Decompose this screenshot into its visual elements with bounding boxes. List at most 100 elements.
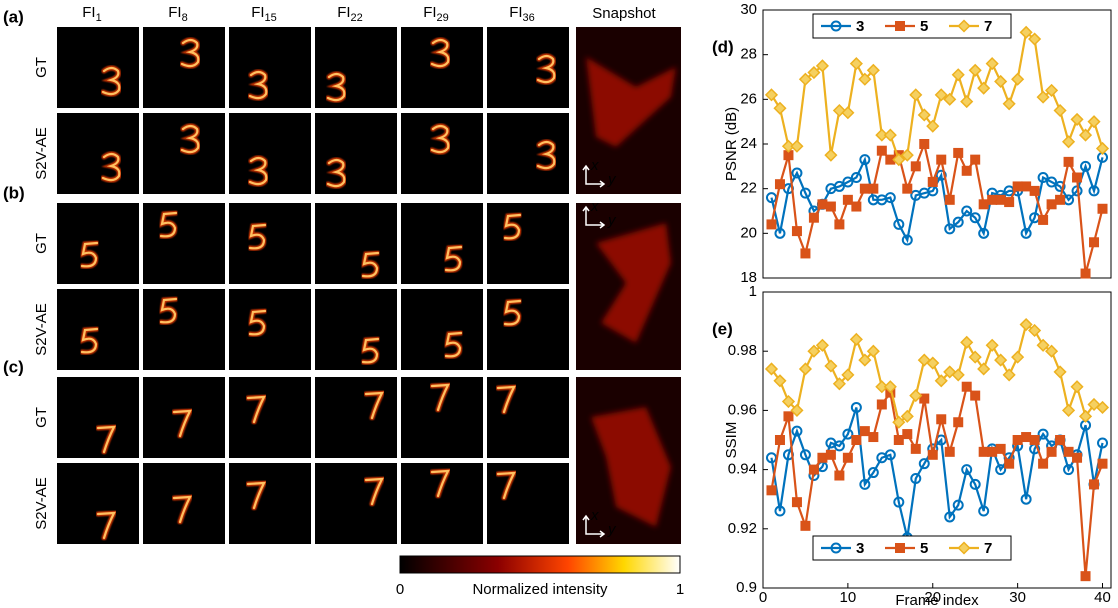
marker [935, 169, 947, 181]
marker [766, 485, 777, 496]
x-tick-label: 0 [759, 589, 767, 606]
marker [1046, 176, 1058, 188]
column-header-sub: 29 [437, 12, 449, 24]
marker [790, 403, 804, 417]
marker [978, 505, 990, 517]
marker [902, 429, 913, 440]
marker [883, 128, 897, 142]
frame-image [401, 377, 483, 458]
marker [1037, 428, 1049, 440]
marker [875, 380, 889, 394]
digit [248, 309, 267, 336]
digit [180, 124, 200, 154]
marker [849, 57, 863, 71]
marker [834, 219, 845, 230]
marker [1097, 458, 1108, 469]
y-tick-label: 24 [740, 135, 757, 152]
series-line [770, 322, 1103, 425]
row-label: GT [33, 57, 50, 78]
y-tick-label: 0.94 [728, 461, 757, 478]
axis-y-label: y [607, 212, 617, 229]
marker [970, 390, 981, 401]
frame-image [229, 463, 311, 544]
marker [1012, 181, 1023, 192]
marker [1020, 493, 1032, 505]
marker [892, 153, 906, 167]
frame-image [57, 113, 139, 194]
marker [1020, 227, 1032, 239]
marker [985, 338, 999, 352]
marker [1046, 446, 1057, 457]
frame-image [143, 27, 225, 108]
row-label: S2V-AE [33, 127, 50, 180]
marker [1038, 214, 1049, 225]
column-header-base: FI [423, 4, 436, 21]
marker [969, 478, 981, 490]
marker [1021, 432, 1032, 443]
marker [919, 393, 930, 404]
marker [824, 359, 838, 373]
marker [953, 417, 964, 428]
digit [536, 54, 556, 84]
panel-label: (a) [3, 7, 24, 26]
digit [248, 223, 267, 250]
x-tick-label: 10 [840, 589, 857, 606]
marker [909, 389, 923, 403]
marker [765, 192, 777, 204]
marker [791, 425, 803, 437]
marker [774, 435, 785, 445]
marker [934, 374, 948, 388]
y-tick-label: 0.9 [736, 579, 757, 596]
marker [842, 428, 854, 440]
y-tick-label: 0.92 [728, 520, 757, 537]
colorbar-label: Normalized intensity [472, 581, 608, 598]
legend-label: 5 [920, 18, 928, 35]
digit [361, 337, 380, 364]
marker [978, 446, 989, 457]
frame-image [315, 289, 397, 370]
axis-arrows [582, 164, 606, 188]
marker [969, 212, 981, 224]
marker [926, 356, 940, 370]
marker [817, 199, 828, 210]
x-axis-label: Frame index [895, 592, 979, 608]
marker [834, 470, 845, 481]
x-tick-label: 20 [924, 589, 941, 606]
marker [1055, 194, 1066, 205]
marker [807, 65, 821, 80]
marker [798, 362, 812, 376]
marker [918, 458, 930, 470]
marker [892, 415, 906, 429]
x-tick-label: 30 [1009, 589, 1026, 606]
marker [927, 449, 938, 460]
frame-image [143, 289, 225, 370]
legend-marker [895, 543, 905, 553]
digit [172, 495, 192, 524]
marker [952, 499, 964, 511]
marker [868, 432, 879, 443]
digit [326, 158, 346, 188]
marker [859, 183, 870, 194]
plot-frame [762, 291, 1112, 589]
y-axis-label: SSIM [723, 422, 740, 459]
marker [1004, 458, 1015, 469]
y-tick-label: 26 [740, 90, 757, 107]
marker [815, 338, 829, 352]
frame-image [143, 203, 225, 284]
marker [995, 443, 1006, 454]
marker [859, 426, 870, 437]
marker [1011, 350, 1025, 364]
column-header-base: FI [337, 4, 350, 21]
y-tick-label: 18 [740, 269, 757, 286]
legend-label: 5 [920, 540, 928, 557]
marker [866, 63, 880, 77]
marker [1063, 464, 1075, 476]
digit [444, 245, 463, 272]
marker [825, 449, 836, 460]
marker [841, 368, 855, 382]
digit [496, 385, 516, 414]
marker [1078, 128, 1093, 142]
marker [893, 496, 905, 508]
marker [1070, 112, 1084, 126]
digit [430, 38, 450, 68]
